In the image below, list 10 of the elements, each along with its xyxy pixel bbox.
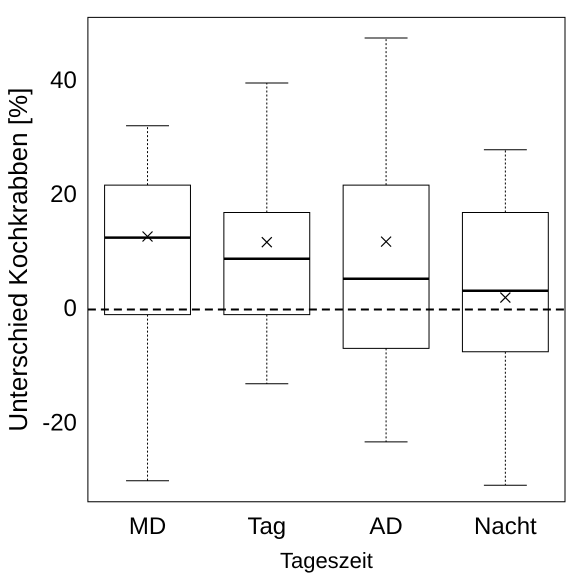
x-tick-label: MD [128,512,166,540]
y-tick-label: 0 [64,295,77,322]
y-axis-title: Unterschied Kochkrabben [%] [2,88,33,432]
x-tick-label: Nacht [474,512,538,540]
x-tick-label: Tag [247,512,286,540]
x-tick-label: AD [369,512,403,540]
y-tick-label: 20 [50,181,77,208]
y-tick-label: 40 [50,66,77,94]
x-axis-title: Tageszeit [280,548,373,573]
y-tick-label: -20 [42,409,77,436]
